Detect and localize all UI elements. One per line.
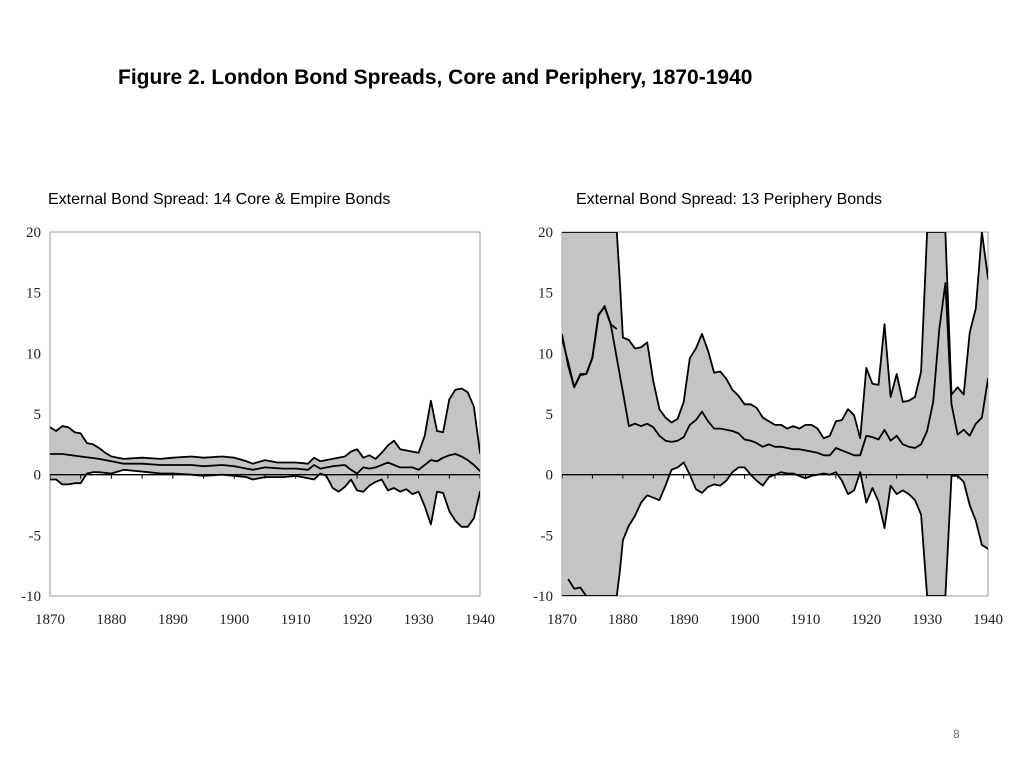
series-line-upper — [50, 387, 480, 465]
x-tick-label: 1900 — [730, 612, 760, 628]
x-tick-label: 1910 — [790, 612, 820, 628]
y-tick-label: 10 — [538, 346, 553, 362]
series-line-lower — [50, 468, 480, 528]
spread-band-area — [562, 232, 988, 596]
x-tick-label: 1880 — [96, 612, 126, 628]
x-tick-label: 1880 — [608, 612, 638, 628]
x-tick-label: 1940 — [973, 612, 1003, 628]
y-tick-label: -5 — [29, 528, 42, 544]
left-chart-title: External Bond Spread: 14 Core & Empire B… — [48, 191, 391, 208]
x-tick-label: 1910 — [281, 612, 311, 628]
x-tick-label: 1930 — [404, 612, 434, 628]
y-tick-label: -10 — [533, 589, 553, 605]
y-tick-label: 0 — [34, 468, 42, 484]
x-tick-label: 1890 — [669, 612, 699, 628]
y-tick-label: 20 — [26, 225, 41, 241]
x-tick-label: 1870 — [547, 612, 577, 628]
spread-band-area — [50, 388, 480, 527]
y-tick-label: -5 — [541, 528, 554, 544]
x-tick-label: 1920 — [851, 612, 881, 628]
series-line-upper — [562, 232, 988, 440]
x-tick-label: 1920 — [342, 612, 372, 628]
y-tick-label: -10 — [21, 589, 41, 605]
page-number: 8 — [953, 727, 960, 741]
y-tick-label: 5 — [546, 407, 554, 423]
y-tick-label: 5 — [34, 407, 42, 423]
series-line-mid — [50, 453, 480, 475]
y-tick-label: 15 — [538, 286, 553, 302]
x-tick-label: 1890 — [158, 612, 188, 628]
x-tick-label: 1870 — [35, 612, 65, 628]
x-tick-label: 1900 — [219, 612, 249, 628]
core-bond-chart: 20 15 10 5 0 -5 -10 1870 1880 1890 1900 1910 1920 193… — [21, 225, 495, 628]
right-chart-title: External Bond Spread: 13 Periphery Bonds — [576, 191, 882, 208]
x-tick-label: 1930 — [912, 612, 942, 628]
y-tick-label: 10 — [26, 346, 41, 362]
slide-title: Figure 2. London Bond Spreads, Core and … — [118, 66, 753, 89]
plot-frame — [49, 231, 481, 597]
y-tick-label: 0 — [546, 468, 554, 484]
series-line-mid — [562, 282, 988, 457]
periphery-bond-chart: 20 15 10 5 0 -5 -10 1870 1880 1890 1900 1910 1920 193… — [533, 225, 1003, 628]
series-line-lower-outlier — [567, 578, 588, 596]
y-tick-label: 20 — [538, 225, 553, 241]
series-line-lower — [562, 461, 988, 596]
x-tick-label: 1940 — [465, 612, 495, 628]
y-tick-label: 15 — [26, 286, 41, 302]
series-line-upper-outlier — [562, 305, 618, 389]
